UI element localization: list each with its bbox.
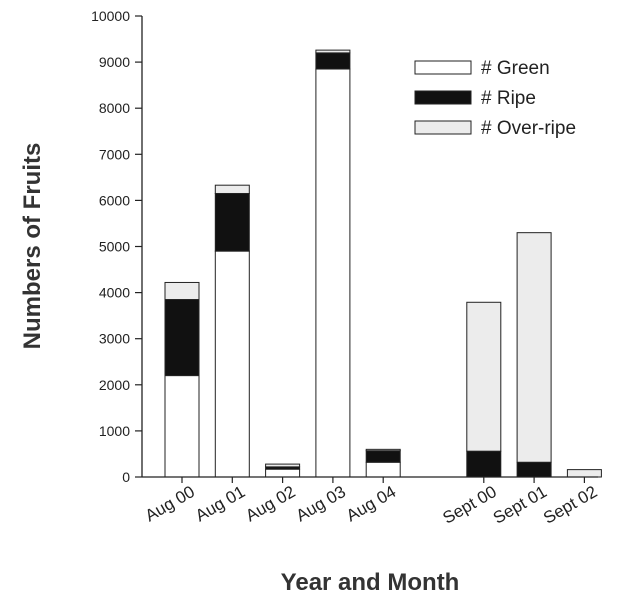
bar-segment [365,461,401,478]
y-tick-label: 5000 [99,239,130,255]
y-tick-label: 6000 [99,192,130,208]
y-tick-label: 2000 [99,377,130,393]
legend: # Green # Ripe # Over-ripe [414,58,576,139]
bar-segment [214,250,250,478]
y-ticks: 0 1000 2000 3000 4000 5000 6000 7000 8000 9000 100… [91,8,142,485]
legend-label: # Ripe [481,88,536,109]
x-tick-label: Aug 02 [242,482,298,525]
bar-segment [265,468,301,478]
y-tick-label: 10000 [91,8,130,24]
bar-segment [466,301,502,452]
x-tick-label: Aug 04 [343,482,399,525]
legend-label: # Over-ripe [481,118,576,139]
bar-segment [164,281,200,301]
legend-swatch [414,120,472,135]
x-tick-label: Aug 00 [142,482,198,525]
x-tick-label: Sept 00 [440,482,500,528]
y-tick-label: 7000 [99,146,130,162]
bar-segment [466,450,502,478]
y-tick-label: 0 [122,469,130,485]
x-axis-title: Year and Month [281,569,460,595]
bars-layer [164,49,602,478]
bar-segment [516,232,552,463]
legend-swatch [414,60,472,75]
bar-segment [566,469,602,478]
y-tick-label: 9000 [99,54,130,70]
x-tick-label: Sept 02 [540,482,600,528]
bar-segment [315,49,351,54]
y-tick-label: 8000 [99,100,130,116]
bar-segment [315,68,351,478]
y-tick-label: 1000 [99,423,130,439]
bar-segment [214,192,250,252]
bar-segment [164,375,200,478]
bar-segment [214,184,250,194]
bar-segment [365,450,401,463]
bar-segment [265,463,301,468]
legend-swatch [414,90,472,105]
bar-segment [164,299,200,377]
y-tick-label: 4000 [99,285,130,301]
legend-label: # Green [481,58,550,79]
y-axis-title: Numbers of Fruits [19,143,46,350]
x-tick-label: Sept 01 [490,482,550,528]
x-tick-label: Aug 03 [293,482,349,525]
bar-segment [315,52,351,70]
y-tick-label: 3000 [99,331,130,347]
bar-segment [365,448,401,452]
bar-segment [516,461,552,478]
x-tick-label: Aug 01 [192,482,248,525]
